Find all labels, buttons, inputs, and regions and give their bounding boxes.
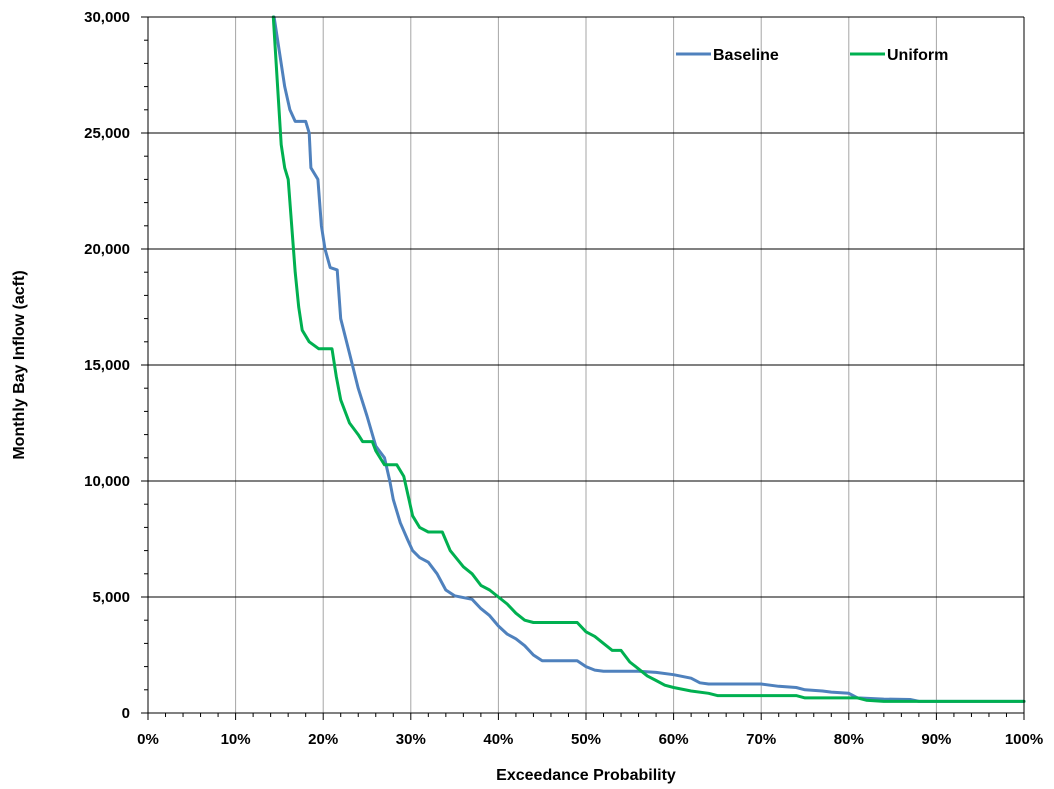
x-tick-label: 50% [571,731,601,748]
legend: Baseline Uniform [676,47,948,64]
legend-label-baseline: Baseline [713,47,779,64]
axes [141,16,1025,720]
y-tick-labels: 0 5,000 10,000 15,000 20,000 25,000 30,000 [84,9,130,722]
x-tick-label: 100% [1005,731,1043,748]
x-tick-label: 20% [308,731,338,748]
y-tick-label: 20,000 [84,241,130,258]
x-tick-label: 0% [137,731,159,748]
x-tick-label: 60% [659,731,689,748]
grid-lines [148,17,1024,713]
legend-label-uniform: Uniform [887,47,948,64]
series-lines [271,15,1026,703]
y-tick-label: 0 [122,705,130,722]
x-tick-label: 30% [396,731,426,748]
y-tick-label: 15,000 [84,357,130,374]
y-tick-label: 30,000 [84,9,130,26]
x-tick-label: 90% [921,731,951,748]
y-tick-label: 10,000 [84,473,130,490]
series-line-baseline [272,15,1026,703]
x-axis-title: Exceedance Probability [496,767,676,784]
y-tick-label: 25,000 [84,125,130,142]
y-axis-title: Monthly Bay Inflow (acft) [11,270,28,459]
x-tick-labels: 0% 10% 20% 30% 40% 50% 60% 70% 80% 90% 100% [137,731,1043,748]
x-tick-label: 10% [221,731,251,748]
x-tick-label: 40% [483,731,513,748]
x-tick-label: 80% [834,731,864,748]
x-tick-label: 70% [746,731,776,748]
series-line-uniform [271,15,1026,703]
y-tick-label: 5,000 [92,589,130,606]
